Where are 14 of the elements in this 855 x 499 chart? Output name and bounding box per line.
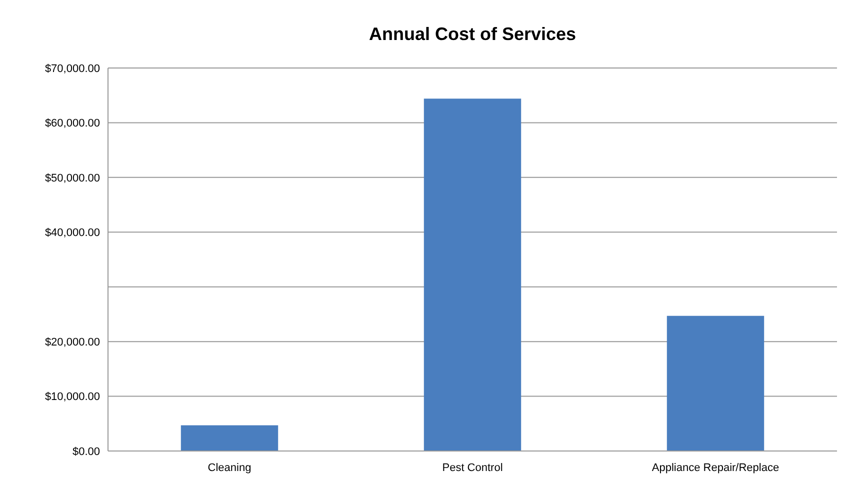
y-tick-label: $50,000.00 xyxy=(44,172,100,184)
y-tick-label: $40,000.00 xyxy=(44,226,100,239)
y-tick-label: $0.00 xyxy=(72,446,100,458)
y-tick-label: $60,000.00 xyxy=(44,118,100,130)
x-tick-label: Pest Control xyxy=(442,462,503,474)
y-tick-label: $10,000.00 xyxy=(44,391,100,404)
y-tick-label: $70,000.00 xyxy=(44,62,100,75)
x-tick-label: Appliance Repair/Replace xyxy=(652,462,780,474)
x-tick-label: Cleaning xyxy=(208,462,252,474)
bar xyxy=(424,98,522,451)
y-tick-label: $20,000.00 xyxy=(44,336,100,348)
bar xyxy=(180,425,278,451)
bar xyxy=(666,316,764,451)
chart-title: Annual Cost of Services xyxy=(368,24,576,44)
